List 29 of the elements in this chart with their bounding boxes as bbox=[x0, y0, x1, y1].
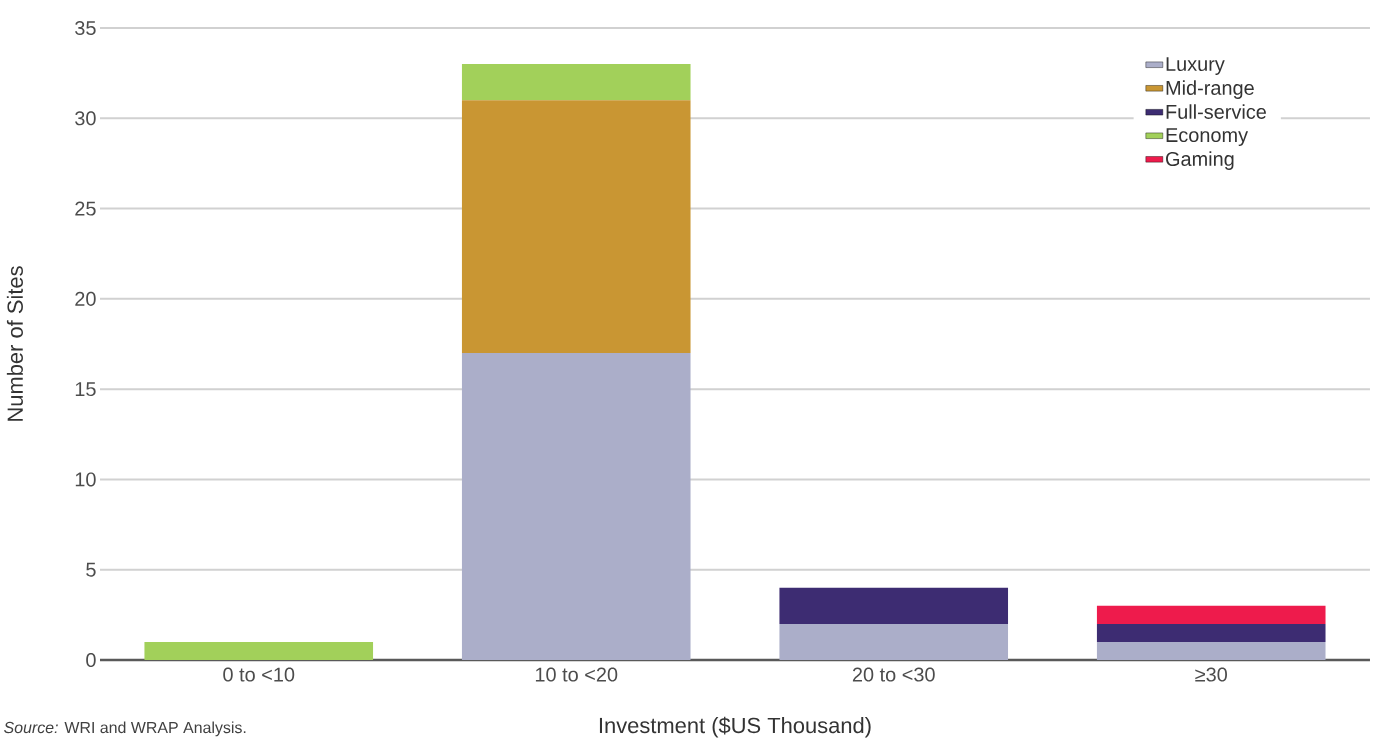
x-tick-label: 0 to <10 bbox=[223, 667, 295, 682]
y-axis-title: Number of Sites bbox=[6, 266, 23, 421]
bar bbox=[461, 100, 691, 354]
y-tick-label: 30 bbox=[75, 111, 96, 126]
bar bbox=[461, 353, 691, 660]
y-tick-label: 5 bbox=[86, 562, 96, 577]
legend-label: Full-service bbox=[1166, 104, 1266, 119]
bar bbox=[779, 623, 1009, 660]
x-axis-title: Investment ($US Thousand) bbox=[599, 716, 871, 738]
bar bbox=[1096, 605, 1326, 624]
y-tick-label: 0 bbox=[86, 652, 96, 668]
bar bbox=[1096, 641, 1326, 660]
legend-label: Gaming bbox=[1166, 151, 1234, 170]
text: Source: WRI and WRAP Analysis. bbox=[4, 721, 246, 737]
bar bbox=[144, 641, 374, 660]
legend-label: Mid-range bbox=[1166, 80, 1254, 99]
y-tick-label: 20 bbox=[75, 291, 96, 306]
legend-label: Economy bbox=[1166, 128, 1249, 147]
y-tick-label: 10 bbox=[75, 472, 96, 487]
y-tick-label: 35 bbox=[75, 20, 96, 36]
legend-label: Luxury bbox=[1166, 57, 1225, 75]
x-tick-label: ≥30 bbox=[1195, 667, 1227, 682]
bar bbox=[461, 64, 691, 101]
y-tick-label: 15 bbox=[75, 382, 96, 397]
x-tick-label: 20 to <30 bbox=[852, 667, 935, 682]
bar bbox=[1096, 623, 1326, 642]
y-tick-label: 25 bbox=[75, 201, 96, 216]
bar bbox=[779, 587, 1009, 624]
x-tick-label: 10 to <20 bbox=[535, 667, 618, 682]
